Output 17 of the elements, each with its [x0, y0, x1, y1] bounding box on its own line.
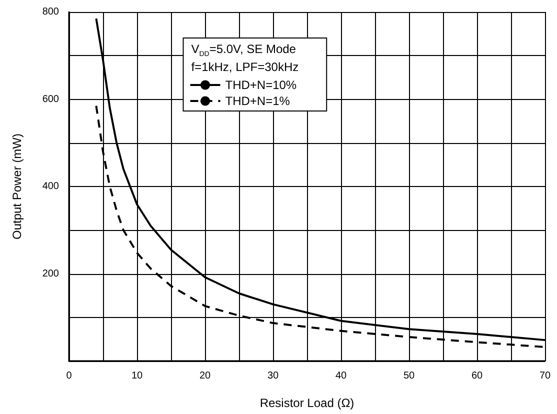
- x-tick-label: 40: [335, 370, 347, 382]
- legend-label: THD+N=10%: [225, 78, 297, 92]
- y-tick-label: 800: [42, 6, 60, 18]
- y-axis-title: Output Power (mW): [10, 133, 24, 240]
- x-tick-label: 60: [471, 370, 483, 382]
- x-tick-label: 20: [199, 370, 211, 382]
- legend-label: THD+N=1%: [225, 94, 290, 108]
- x-tick-label: 70: [539, 370, 551, 382]
- y-tick-label: 200: [42, 268, 60, 280]
- x-axis-title: Resistor Load (Ω): [260, 396, 354, 410]
- x-tick-label: 10: [131, 370, 143, 382]
- x-tick-label: 0: [66, 370, 72, 382]
- annotation: f=1kHz, LPF=30kHz: [191, 60, 299, 74]
- x-tick-label: 50: [403, 370, 415, 382]
- y-tick-label: 600: [42, 94, 60, 105]
- y-tick-label: 400: [42, 181, 60, 192]
- x-tick-label: 30: [267, 370, 279, 382]
